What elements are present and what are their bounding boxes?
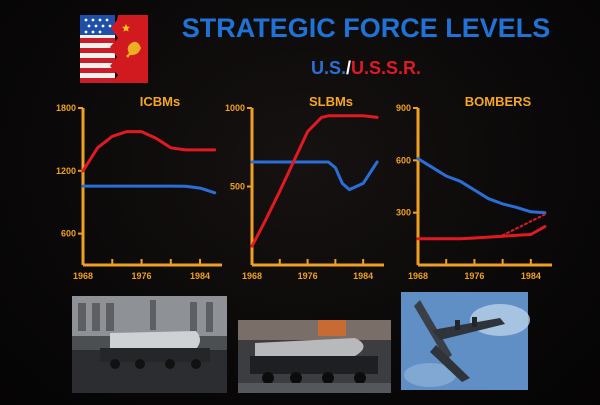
bomber-us-line: [416, 157, 547, 215]
bomber-x-tick-label: 1976: [464, 271, 484, 281]
icbm-chart: ICBMs 1800 1200 600 1968 1976 1984: [56, 94, 222, 281]
icbm-y-tick-label: 600: [61, 229, 76, 239]
subtitle-ussr: U.S.S.R.: [351, 58, 421, 78]
us-ussr-split-flag-icon: [80, 15, 148, 83]
bomber-y-tick-label: 300: [396, 208, 411, 218]
page-title: STRATEGIC FORCE LEVELS: [182, 13, 551, 43]
icbm-parade-photo: [72, 296, 227, 393]
bomber-x-tick-label: 1984: [521, 271, 541, 281]
slbm-us-line: [250, 160, 379, 192]
subtitle-us: U.S.: [311, 58, 346, 78]
icbm-x-tick-label: 1984: [190, 271, 210, 281]
icbm-x-tick-label: 1976: [132, 271, 152, 281]
bomber-photo: [401, 292, 530, 390]
subtitle: U.S./U.S.S.R.: [311, 58, 421, 78]
slbm-x-tick-label: 1976: [298, 271, 318, 281]
bomber-y-tick-label: 600: [396, 155, 411, 165]
icbm-ussr-line: [81, 130, 217, 173]
bomber-chart: BOMBERS 900 600 300 1968 1976 1984: [396, 94, 552, 281]
bomber-us_dotted-line: [501, 213, 546, 237]
slbm-x-tick-label: 1968: [242, 271, 262, 281]
bomber-chart-title: BOMBERS: [465, 94, 532, 109]
bomber-ussr-line: [416, 225, 547, 241]
slbm-y-tick-label: 500: [230, 182, 245, 192]
subtitle-separator: /: [346, 58, 351, 78]
icbm-chart-title: ICBMs: [140, 94, 180, 109]
slbm-ussr-line: [250, 114, 379, 248]
bomber-y-tick-label: 900: [396, 103, 411, 113]
slbm-x-tick-label: 1984: [353, 271, 373, 281]
bomber-x-tick-label: 1968: [408, 271, 428, 281]
icbm-x-tick-label: 1968: [73, 271, 93, 281]
icbm-y-tick-label: 1200: [56, 166, 76, 176]
slbm-parade-photo: [238, 320, 391, 393]
slbm-chart: SLBMs 1000 500 1968 1976 1984: [225, 94, 384, 281]
icbm-us-line: [81, 184, 217, 195]
slbm-y-tick-label: 1000: [225, 103, 245, 113]
slbm-chart-title: SLBMs: [309, 94, 353, 109]
icbm-y-tick-label: 1800: [56, 103, 76, 113]
